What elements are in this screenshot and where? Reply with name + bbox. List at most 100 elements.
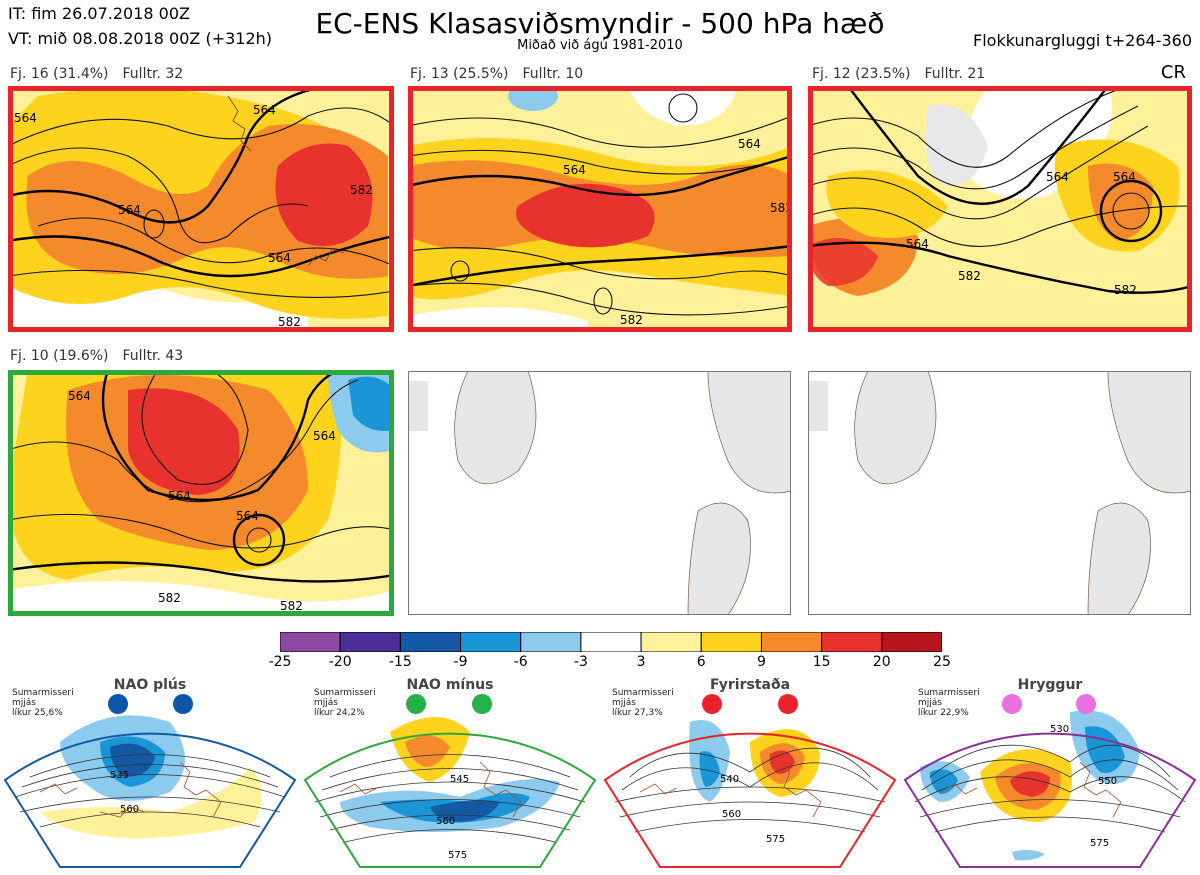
contour-label: 582 <box>770 201 792 215</box>
regime-dot <box>1076 694 1096 714</box>
panel-1-caption: Fj. 16 (31.4%) Fulltr. 32 <box>10 66 197 82</box>
regime-note: Sumarmisseri mjjás líkur 24,2% <box>314 688 376 718</box>
contour-label: 535 <box>110 770 129 781</box>
contour-label: 564 <box>1113 170 1136 184</box>
regime-note: Sumarmisseri mjjás líkur 25,6% <box>12 688 74 718</box>
contour-label: 564 <box>168 489 191 503</box>
colorbar <box>279 631 943 653</box>
colorbar-tick-label: 3 <box>636 654 646 670</box>
regime-dot <box>406 694 426 714</box>
colorbar-swatch <box>279 631 341 653</box>
regime-blocking: 540 560 575 Fyrirstaða Sumarmisseri mjjás… <box>600 672 900 871</box>
regime-dot <box>1002 694 1022 714</box>
colorbar-swatch <box>520 631 582 653</box>
contour-label: 550 <box>1098 776 1117 787</box>
colorbar-tick-label: 20 <box>872 654 891 670</box>
colorbar-swatch <box>580 631 642 653</box>
colorbar-tick-label: -25 <box>268 654 292 670</box>
page-subtitle: Miðað við ágú 1981-2010 <box>517 38 683 53</box>
contour-label: 575 <box>448 850 467 861</box>
colorbar-tick-label: -9 <box>453 654 468 670</box>
panel-1-cluster: Fj. 16 (31.4%) <box>10 66 109 82</box>
regime-nao-plus: 535 560 NAO plús Sumarmisseri mjjás líkur … <box>0 672 300 871</box>
contour-label: 575 <box>1090 838 1109 849</box>
panel-2-caption: Fj. 13 (25.5%) Fulltr. 10 <box>410 66 597 82</box>
contour-label: 564 <box>14 111 37 125</box>
contour-label: 582 <box>278 315 301 329</box>
panel-2-cluster: Fj. 13 (25.5%) <box>410 66 509 82</box>
colorbar-tick-label: 15 <box>812 654 831 670</box>
regime-dot <box>702 694 722 714</box>
contour-label: 582 <box>158 591 181 605</box>
colorbar-tick-label: -3 <box>573 654 588 670</box>
contour-label: 582 <box>958 269 981 283</box>
contour-label: 582 <box>350 183 373 197</box>
contour-label: 540 <box>720 774 739 785</box>
colorbar-swatch <box>700 631 762 653</box>
cluster-map-2: 564 564 582 582 <box>408 86 792 332</box>
panel-1-rep: Fulltr. 32 <box>122 66 184 82</box>
contour-label: 582 <box>280 599 303 613</box>
regime-dot <box>778 694 798 714</box>
colorbar-swatch <box>640 631 702 653</box>
contour-label: 582 <box>620 313 643 327</box>
regime-note: Sumarmisseri mjjás líkur 27,3% <box>612 688 674 718</box>
panel-4-cluster: Fj. 10 (19.6%) <box>10 348 109 364</box>
init-time: IT: fim 26.07.2018 00Z <box>8 4 190 23</box>
contour-label: 560 <box>722 809 741 820</box>
regime-title: NAO plús <box>113 677 187 693</box>
contour-label: 582 <box>1114 283 1137 297</box>
regime-dot <box>108 694 128 714</box>
contour-label: 545 <box>450 774 469 785</box>
page-title: EC-ENS Klasasviðsmyndir - 500 hPa hæð <box>315 7 885 40</box>
colorbar-swatch <box>460 631 522 653</box>
regime-dot <box>472 694 492 714</box>
contour-label: 564 <box>253 103 276 117</box>
regime-note: Sumarmisseri mjjás líkur 22,9% <box>918 688 980 718</box>
colorbar-tick-label: 9 <box>756 654 766 670</box>
regime-title: Hryggur <box>1017 677 1083 693</box>
cr-label: CR <box>1160 62 1186 83</box>
empty-map-5 <box>408 371 791 615</box>
contour-label: 564 <box>313 429 336 443</box>
colorbar-swatches <box>279 631 943 653</box>
contour-label: 564 <box>738 137 761 151</box>
panel-3-rep: Fulltr. 21 <box>924 66 986 82</box>
regime-title: Fyrirstaða <box>709 677 791 693</box>
cluster-map-1: 564 564 564 582 582 564 <box>8 86 394 332</box>
colorbar-tick-label: -6 <box>513 654 528 670</box>
cluster-map-3: 564 564 564 582 582 <box>808 86 1192 332</box>
cluster-map-4: 564 564 564 564 582 582 <box>8 370 394 616</box>
contour-label: 575 <box>766 834 785 845</box>
contour-label: 530 <box>1050 724 1069 735</box>
contour-label: 560 <box>436 816 455 827</box>
contour-label: 560 <box>120 804 139 815</box>
contour-label: 564 <box>563 163 586 177</box>
panel-3-cluster: Fj. 12 (23.5%) <box>812 66 911 82</box>
contour-label: 564 <box>1046 170 1069 184</box>
colorbar-tick-label: 6 <box>696 654 706 670</box>
colorbar-swatch <box>821 631 883 653</box>
empty-map-6 <box>808 371 1191 615</box>
contour-label: 564 <box>118 203 141 217</box>
classification-window: Flokkunargluggi t+264-360 <box>973 31 1192 50</box>
panel-2-rep: Fulltr. 10 <box>522 66 584 82</box>
colorbar-tick-label: -20 <box>328 654 352 670</box>
regime-ridge: 530 550 575 Hryggur Sumarmisseri mjjás lík… <box>900 672 1200 871</box>
regime-dot <box>173 694 193 714</box>
colorbar-tick-label: -15 <box>388 654 412 670</box>
colorbar-tick-label: 25 <box>933 654 951 670</box>
valid-time: VT: mið 08.08.2018 00Z (+312h) <box>8 29 273 48</box>
colorbar-swatch <box>760 631 823 653</box>
panel-3-caption: Fj. 12 (23.5%) Fulltr. 21 <box>812 66 999 82</box>
colorbar-swatch <box>399 631 462 653</box>
colorbar-swatch <box>881 631 943 653</box>
contour-label: 564 <box>68 389 91 403</box>
contour-label: 564 <box>268 251 291 265</box>
contour-label: 564 <box>236 509 259 523</box>
colorbar-swatch <box>339 631 401 653</box>
panel-4-caption: Fj. 10 (19.6%) Fulltr. 43 <box>10 348 197 364</box>
panel-4-rep: Fulltr. 43 <box>122 348 184 364</box>
regime-title: NAO mínus <box>406 677 494 693</box>
contour-label: 564 <box>906 237 929 251</box>
